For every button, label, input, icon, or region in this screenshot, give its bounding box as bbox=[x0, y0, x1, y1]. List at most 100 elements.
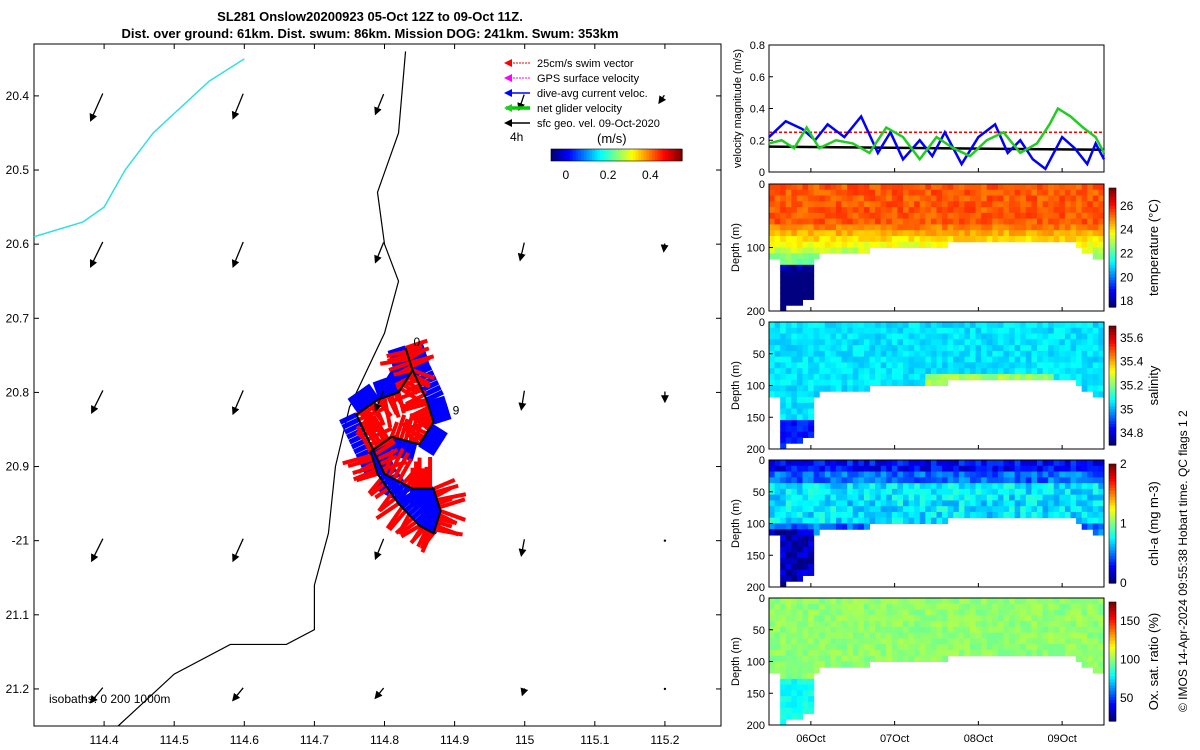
current-vector bbox=[430, 406, 450, 418]
section-data-cell bbox=[852, 517, 859, 524]
section-data-cell bbox=[886, 598, 893, 605]
section-data-cell bbox=[1014, 477, 1021, 484]
section-data-cell bbox=[1064, 235, 1071, 243]
section-data-cell bbox=[869, 184, 876, 191]
section-data-cell bbox=[1025, 471, 1032, 478]
section-data-cell bbox=[992, 511, 999, 519]
section-data-cell bbox=[908, 460, 915, 467]
section-data-cell bbox=[964, 373, 971, 381]
section-data-cell bbox=[975, 471, 982, 478]
section-data-cell bbox=[925, 603, 932, 611]
section-data-cell bbox=[1031, 609, 1038, 616]
section-data-cell bbox=[953, 322, 960, 329]
section-data-cell bbox=[769, 327, 776, 335]
section-data-cell bbox=[930, 644, 937, 651]
section-data-cell bbox=[774, 230, 781, 237]
section-data-cell bbox=[1048, 615, 1055, 622]
section-data-cell bbox=[852, 356, 859, 363]
section-data-cell bbox=[1037, 500, 1044, 507]
section-data-cell bbox=[808, 385, 815, 392]
section-data-cell bbox=[808, 230, 815, 237]
section-data-cell bbox=[863, 379, 870, 386]
section-data-cell bbox=[897, 644, 904, 651]
colorbar-cell bbox=[1109, 664, 1116, 669]
section-data-cell bbox=[919, 322, 926, 329]
section-data-cell bbox=[808, 511, 815, 519]
section-data-cell bbox=[791, 247, 798, 254]
section-data-cell bbox=[774, 638, 781, 645]
section-data-cell bbox=[1037, 195, 1044, 202]
section-data-cell bbox=[1098, 241, 1105, 248]
section-data-cell bbox=[780, 212, 787, 220]
section-data-cell bbox=[914, 517, 921, 524]
section-data-cell bbox=[1009, 488, 1016, 496]
section-data-cell bbox=[1076, 327, 1083, 335]
section-data-cell bbox=[1081, 644, 1088, 651]
section-data-cell bbox=[981, 184, 988, 191]
section-data-cell bbox=[769, 207, 776, 214]
colorbar-tick-label: 0.4 bbox=[642, 168, 659, 182]
section-data-cell bbox=[1031, 632, 1038, 639]
section-data-cell bbox=[1003, 488, 1010, 496]
section-data-cell bbox=[1003, 598, 1010, 605]
section-data-cell bbox=[1059, 621, 1066, 628]
section-data-cell bbox=[774, 327, 781, 335]
section-data-cell bbox=[1092, 201, 1099, 208]
section-data-cell bbox=[802, 356, 809, 363]
section-data-cell bbox=[852, 241, 859, 248]
section-data-cell bbox=[791, 638, 798, 645]
section-data-cell bbox=[997, 339, 1004, 346]
section-data-cell bbox=[785, 626, 792, 634]
section-data-cell bbox=[1009, 218, 1016, 225]
section-data-cell bbox=[975, 322, 982, 329]
section-data-cell bbox=[1037, 224, 1044, 231]
section-data-cell bbox=[1009, 235, 1016, 243]
section-data-cell bbox=[1070, 184, 1077, 191]
section-data-cell bbox=[858, 615, 865, 622]
swim-vector bbox=[419, 530, 431, 550]
section-data-cell bbox=[886, 465, 893, 473]
section-data-cell bbox=[869, 224, 876, 231]
section-data-cell bbox=[958, 483, 965, 490]
section-data-cell bbox=[863, 621, 870, 628]
section-data-cell bbox=[819, 195, 826, 202]
section-data-cell bbox=[1070, 506, 1077, 513]
section-data-cell bbox=[796, 322, 803, 329]
section-data-cell bbox=[897, 184, 904, 191]
section-data-cell bbox=[858, 655, 865, 662]
section-data-cell bbox=[1076, 615, 1083, 622]
section-data-cell bbox=[903, 500, 910, 507]
section-data-cell bbox=[1059, 368, 1066, 375]
section-data-cell bbox=[986, 500, 993, 507]
section-data-cell bbox=[796, 638, 803, 645]
section-data-cell bbox=[785, 655, 792, 662]
section-data-cell bbox=[975, 494, 982, 501]
section-data-cell bbox=[903, 517, 910, 524]
section-data-cell bbox=[964, 477, 971, 484]
section-data-cell bbox=[785, 558, 792, 565]
section-data-cell bbox=[791, 460, 798, 467]
section-data-cell bbox=[1059, 615, 1066, 622]
section-data-cell bbox=[1092, 638, 1099, 645]
section-data-cell bbox=[796, 247, 803, 254]
section-data-cell bbox=[780, 603, 787, 611]
swim-vector bbox=[409, 405, 430, 419]
geo-velocity-arrow bbox=[89, 687, 104, 704]
section-data-cell bbox=[1070, 632, 1077, 639]
section-data-cell bbox=[808, 523, 815, 530]
section-data-cell bbox=[791, 471, 798, 478]
section-data-cell bbox=[975, 500, 982, 507]
section-data-cell bbox=[780, 684, 787, 691]
section-data-cell bbox=[802, 259, 809, 266]
section-data-cell bbox=[1098, 517, 1105, 524]
section-data-cell bbox=[891, 615, 898, 622]
section-data-cell bbox=[869, 327, 876, 335]
section-data-cell bbox=[791, 465, 798, 473]
current-vector bbox=[410, 504, 428, 521]
colorbar-tick-label: 22 bbox=[1120, 246, 1134, 260]
section-data-cell bbox=[780, 379, 787, 386]
section-data-cell bbox=[970, 471, 977, 478]
section-data-cell bbox=[936, 224, 943, 231]
section-data-cell bbox=[981, 322, 988, 329]
colorbar-cell bbox=[605, 149, 609, 161]
